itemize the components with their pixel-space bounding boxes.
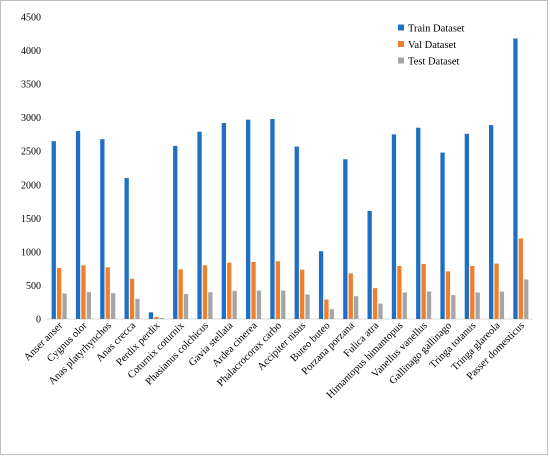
bar-train-dataset xyxy=(75,131,81,319)
bar-val-dataset xyxy=(178,269,183,319)
bar-train-dataset xyxy=(391,134,397,319)
legend-label: Test Dataset xyxy=(408,57,460,68)
bar-test-dataset xyxy=(111,293,116,319)
bar-train-dataset xyxy=(197,131,202,319)
bar-val-dataset xyxy=(202,265,208,319)
y-tick-label: 3000 xyxy=(21,113,41,124)
bar-train-dataset xyxy=(294,146,299,319)
bar-train-dataset xyxy=(513,38,518,319)
bar-train-dataset xyxy=(124,178,129,319)
bar-train-dataset xyxy=(173,145,178,319)
y-tick-label: 2500 xyxy=(21,147,41,158)
bar-test-dataset xyxy=(329,309,334,319)
y-tick-label: 0 xyxy=(36,315,41,326)
y-tick-label: 2000 xyxy=(21,180,41,191)
bar-test-dataset xyxy=(499,291,505,319)
legend-swatch xyxy=(398,24,404,31)
bar-train-dataset xyxy=(270,119,275,320)
bar-test-dataset xyxy=(256,290,262,319)
bar-train-dataset xyxy=(318,251,324,319)
bar-train-dataset xyxy=(489,125,494,319)
bar-train-dataset xyxy=(416,127,421,319)
bar-val-dataset xyxy=(421,263,426,319)
legend-label: Val Dataset xyxy=(408,40,456,51)
bar-val-dataset xyxy=(129,278,135,319)
bar-test-dataset xyxy=(354,296,359,319)
bar-val-dataset xyxy=(105,267,110,319)
bar-test-dataset xyxy=(451,295,456,319)
legend-swatch xyxy=(398,41,404,47)
bar-val-dataset xyxy=(445,271,451,319)
bar-train-dataset xyxy=(148,312,154,319)
bar-train-dataset xyxy=(367,210,372,319)
bar-test-dataset xyxy=(475,292,480,319)
bar-test-dataset xyxy=(232,290,237,319)
bar-train-dataset xyxy=(440,152,445,319)
bar-test-dataset xyxy=(524,279,529,319)
bar-val-dataset xyxy=(494,263,499,319)
y-tick-label: 1000 xyxy=(21,247,41,258)
bar-val-dataset xyxy=(275,261,280,319)
bar-train-dataset xyxy=(246,119,251,320)
bar-val-dataset xyxy=(300,269,305,319)
y-tick-label: 1500 xyxy=(21,214,41,225)
bar-train-dataset xyxy=(343,159,348,319)
legend-swatch xyxy=(398,57,404,64)
bar-val-dataset xyxy=(372,288,378,319)
bar-val-dataset xyxy=(251,261,256,319)
bar-test-dataset xyxy=(159,317,164,319)
bar-val-dataset xyxy=(518,238,523,319)
bar-train-dataset xyxy=(51,141,56,319)
bar-train-dataset xyxy=(464,133,469,319)
bar-test-dataset xyxy=(402,292,407,319)
legend-label: Train Dataset xyxy=(408,24,465,35)
bar-test-dataset xyxy=(378,303,383,319)
bar-val-dataset xyxy=(348,273,353,319)
bar-val-dataset xyxy=(324,299,329,319)
legend: Train Dataset Val Dataset Test Dataset xyxy=(398,24,465,68)
bar-val-dataset xyxy=(470,265,475,319)
y-tick-label: 3500 xyxy=(21,80,41,91)
bar-val-dataset xyxy=(397,265,402,319)
bar-test-dataset xyxy=(135,298,140,319)
y-tick-label: 4000 xyxy=(21,46,41,57)
bar-test-dataset xyxy=(281,290,286,319)
bar-test-dataset xyxy=(208,292,213,319)
bar-train-dataset xyxy=(221,123,226,319)
bars xyxy=(51,38,529,320)
y-tick-label: 500 xyxy=(26,281,41,292)
bar-train-dataset xyxy=(100,139,105,319)
bar-test-dataset xyxy=(86,292,91,319)
bar-val-dataset xyxy=(227,262,232,319)
bar-val-dataset xyxy=(154,316,159,319)
bar-test-dataset xyxy=(183,294,189,319)
bar-val-dataset xyxy=(81,265,86,319)
bar-test-dataset xyxy=(305,294,310,319)
y-tick-label: 4500 xyxy=(21,13,41,24)
bar-val-dataset xyxy=(57,267,62,319)
bar-test-dataset xyxy=(62,293,67,319)
bar-test-dataset xyxy=(426,291,432,319)
